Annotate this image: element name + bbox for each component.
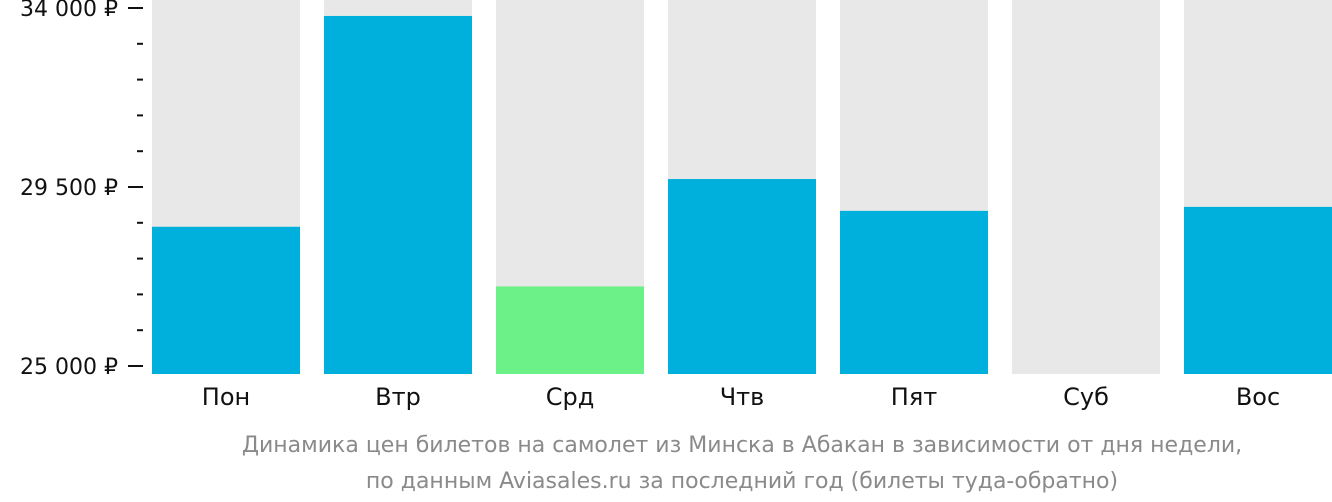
bar-4 bbox=[668, 179, 816, 374]
bar-7 bbox=[1184, 206, 1332, 374]
bar-5 bbox=[840, 210, 988, 374]
x-axis-labels: Пон Втр Срд Чтв Пят Суб Вос bbox=[202, 383, 1280, 411]
caption-line-2: по данным Aviasales.ru за последний год … bbox=[366, 469, 1118, 494]
x-tick-label: Вос bbox=[1236, 383, 1280, 411]
x-tick-label: Втр bbox=[375, 383, 421, 411]
x-tick-label: Суб bbox=[1063, 383, 1109, 411]
bar-3 bbox=[496, 286, 644, 374]
bar-2 bbox=[324, 15, 472, 374]
y-tick-label: 29 500 ₽ bbox=[20, 176, 118, 201]
y-tick-label: 25 000 ₽ bbox=[20, 355, 118, 380]
bar-background bbox=[1012, 0, 1160, 374]
bars bbox=[152, 0, 1332, 374]
x-tick-label: Пят bbox=[891, 383, 937, 411]
y-axis: 34 000 ₽ 29 500 ₽ 25 000 ₽ bbox=[20, 0, 143, 380]
bar-1 bbox=[152, 226, 300, 374]
x-tick-label: Чтв bbox=[720, 383, 765, 411]
caption-line-1: Динамика цен билетов на самолет из Минск… bbox=[242, 433, 1242, 458]
x-tick-label: Пон bbox=[202, 383, 250, 411]
y-tick-label: 34 000 ₽ bbox=[20, 0, 118, 22]
x-tick-label: Срд bbox=[546, 383, 595, 411]
chart-caption: Динамика цен билетов на самолет из Минск… bbox=[242, 433, 1242, 494]
